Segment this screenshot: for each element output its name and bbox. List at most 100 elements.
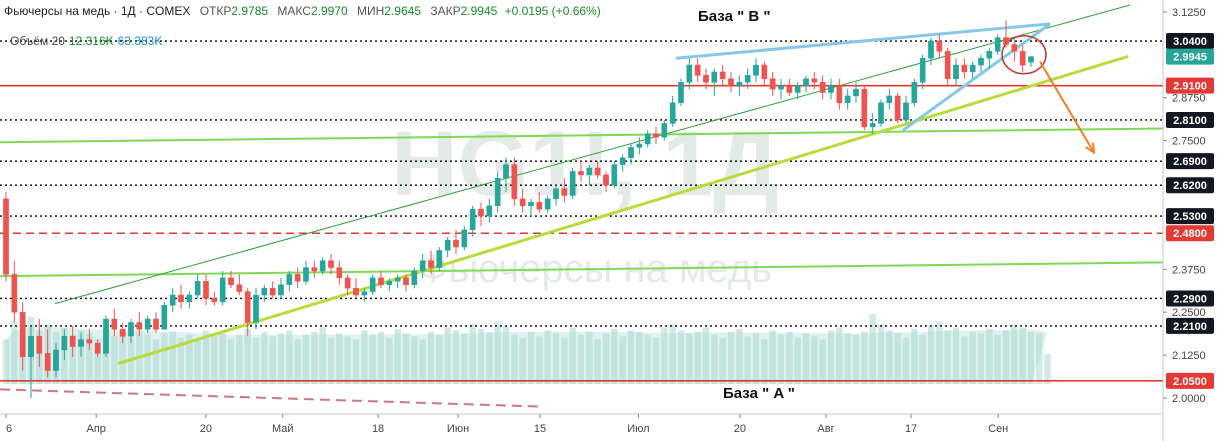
- volume-bar: [336, 333, 343, 384]
- candle: [603, 171, 609, 193]
- candle-body: [528, 202, 534, 207]
- level-price-label: 2.6900: [1173, 156, 1207, 168]
- wedge-upper-line[interactable]: [675, 22, 1051, 60]
- candle-body: [728, 78, 734, 86]
- candle: [269, 281, 276, 299]
- candle: [411, 267, 418, 289]
- candle-body: [394, 277, 401, 282]
- volume-bar: [519, 337, 526, 384]
- wedge-lower-line[interactable]: [902, 22, 1051, 132]
- candle-body: [894, 95, 901, 121]
- level-price-label: 2.8100: [1173, 115, 1207, 127]
- candle-body: [194, 281, 201, 296]
- candle-body: [936, 40, 943, 52]
- candle: [11, 260, 18, 323]
- candle-body: [461, 229, 468, 248]
- candle: [686, 58, 693, 90]
- high-value: 2.9970: [310, 4, 348, 18]
- candle: [19, 301, 26, 371]
- candle: [153, 312, 159, 333]
- volume-bar: [244, 328, 251, 384]
- candle: [119, 322, 126, 344]
- volume-bar: [227, 339, 235, 384]
- candle-body: [386, 281, 393, 285]
- volume-bar: [686, 333, 693, 384]
- time-tick-label: 20: [200, 423, 212, 435]
- candle-body: [28, 335, 34, 358]
- candle: [403, 274, 409, 292]
- volume-bar: [569, 327, 576, 384]
- candle-body: [219, 277, 226, 303]
- candle-body: [994, 37, 1001, 52]
- volume-legend[interactable]: Объём 20 12.316K 63.383K: [10, 34, 162, 48]
- candle-body: [319, 260, 326, 272]
- volume-bar: [836, 327, 843, 384]
- volume-bar: [111, 336, 118, 384]
- volume-bar: [827, 330, 835, 384]
- candle-body: [203, 281, 209, 299]
- channel-line[interactable]: [54, 4, 1131, 305]
- candle: [594, 161, 601, 179]
- candle: [811, 71, 818, 90]
- candle: [394, 274, 401, 289]
- candle-body: [403, 277, 409, 285]
- candle: [786, 78, 793, 96]
- volume-bar: [461, 333, 468, 384]
- resistance-trendline-dashed[interactable]: [0, 388, 541, 408]
- volume-bar: [194, 339, 201, 384]
- candle-body: [769, 78, 776, 90]
- time-tick-label: 20: [734, 423, 746, 435]
- candle-body: [811, 78, 818, 83]
- volume-bar: [744, 336, 751, 384]
- candle-body: [469, 208, 476, 231]
- volume-bar: [861, 331, 868, 384]
- candle-body: [903, 102, 909, 121]
- candle: [711, 68, 718, 96]
- volume-bar: [511, 334, 518, 384]
- candle: [186, 291, 193, 309]
- candle: [578, 161, 584, 182]
- volume-bar: [186, 334, 193, 384]
- volume-bar: [944, 330, 951, 384]
- candle: [203, 274, 209, 306]
- candle: [244, 288, 251, 337]
- price-tick-label: 2.2500: [1172, 307, 1206, 319]
- candle: [986, 47, 993, 69]
- volume-bar: [386, 337, 393, 384]
- volume-bar: [1044, 354, 1051, 384]
- volume-bar: [119, 331, 126, 384]
- projection-arrow[interactable]: [1039, 61, 1095, 154]
- volume-bar: [169, 331, 176, 384]
- candle-body: [294, 274, 301, 282]
- support-trendline[interactable]: [117, 55, 1129, 366]
- volume-bar: [377, 331, 385, 384]
- candle-body: [603, 174, 609, 186]
- candle: [1019, 44, 1026, 72]
- volume-bar: [877, 324, 885, 384]
- candle-body: [261, 287, 268, 296]
- horizontal-trendline-upper[interactable]: [0, 127, 1164, 144]
- volume-bar: [661, 327, 668, 384]
- candle-body: [561, 188, 568, 196]
- candle-body: [353, 287, 359, 296]
- volume-bar: [711, 334, 718, 384]
- horizontal-trendline-lower[interactable]: [0, 261, 1164, 278]
- time-tick-label: Сен: [988, 423, 1008, 435]
- level-price-label-box: [1166, 177, 1214, 194]
- candle: [261, 284, 268, 302]
- volume-ma-value: 63.383K: [117, 34, 163, 48]
- candlesticks: [3, 20, 1034, 398]
- candle-body: [511, 164, 518, 200]
- candle: [969, 61, 976, 79]
- volume-bar: [452, 330, 460, 384]
- candle-body: [628, 147, 634, 158]
- candle-body: [836, 85, 843, 104]
- time-tick-label: 6: [6, 423, 12, 435]
- highlight-circle[interactable]: [1001, 35, 1047, 75]
- candle-body: [253, 294, 259, 323]
- symbol-title[interactable]: Фьючерсы на медь · 1Д · COMEX: [4, 4, 191, 18]
- candle: [586, 164, 593, 186]
- candle-body: [111, 318, 118, 330]
- candle-body: [453, 239, 459, 248]
